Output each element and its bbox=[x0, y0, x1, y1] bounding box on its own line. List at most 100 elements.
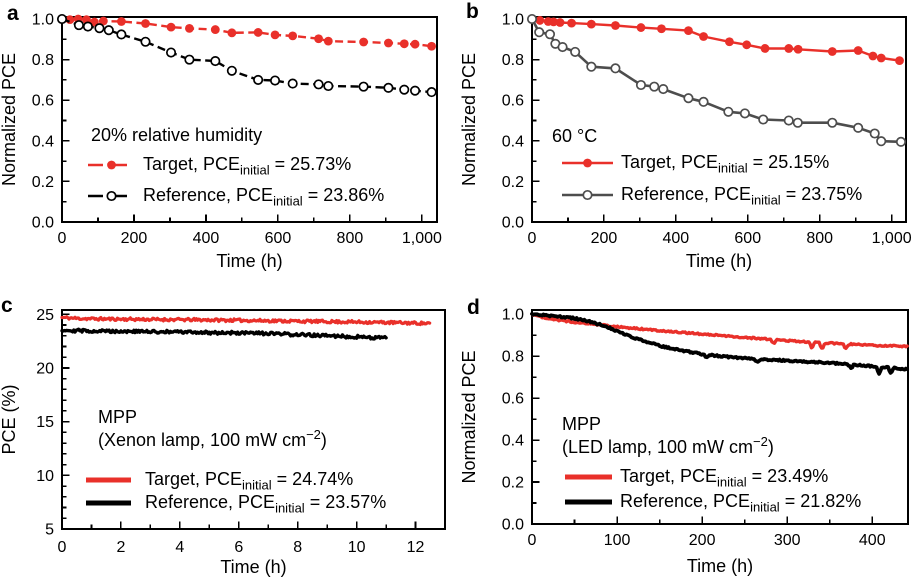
legend-label: Reference, PCEinitial = 23.86% bbox=[143, 185, 384, 209]
y-tick-label: 25 bbox=[36, 307, 54, 324]
condition-annotation-line: 60 °C bbox=[552, 126, 597, 146]
tick-labels: 0 200 400 600 800 1,000 0.0 0.2 0.4 0.6 0.8 1.0 bbox=[32, 12, 442, 247]
x-tick-label: 0 bbox=[528, 230, 537, 247]
y-tick-label: 0.8 bbox=[502, 349, 524, 366]
y-tick-label: 0.8 bbox=[502, 52, 524, 69]
x-tick-label: 2 bbox=[116, 539, 125, 556]
x-tick-label: 0 bbox=[528, 532, 537, 549]
y-tick-label: 5 bbox=[45, 522, 54, 539]
y-tick-label: 1.0 bbox=[502, 307, 524, 324]
x-axis-label: Time (h) bbox=[687, 556, 753, 576]
condition-annotation-line: MPP bbox=[98, 407, 137, 427]
y-tick-label: 0.6 bbox=[502, 93, 524, 110]
legend: Target, PCEinitial = 25.15% Reference, PC… bbox=[562, 152, 862, 208]
legend-marker-sample bbox=[583, 158, 592, 168]
panel-b-label: b bbox=[466, 0, 479, 23]
x-tick-label: 600 bbox=[734, 230, 761, 247]
series-reference-line bbox=[530, 311, 910, 376]
series-target-markers bbox=[57, 14, 437, 51]
legend-entry-target: Target, PCEinitial = 23.49% bbox=[565, 466, 828, 490]
x-axis-label: Time (h) bbox=[216, 251, 282, 271]
x-tick-label: 200 bbox=[121, 230, 148, 247]
x-tick-label: 0 bbox=[58, 539, 67, 556]
legend-entry-reference: Reference, PCEinitial = 23.57% bbox=[86, 492, 386, 516]
condition-annotation-line: 20% relative humidity bbox=[91, 125, 262, 145]
condition-annotation-line: (Xenon lamp, 100 mW cm−2) bbox=[98, 427, 327, 450]
y-tick-label: 0.4 bbox=[502, 433, 524, 450]
legend: Target, PCEinitial = 24.74%Reference, PC… bbox=[86, 469, 386, 516]
tick-labels: 0 200 400 600 800 1,000 0.0 0.2 0.4 0.6 0.8 1.0 bbox=[502, 12, 912, 247]
legend: Target, PCEinitial = 25.73% Reference, PC… bbox=[88, 154, 384, 209]
legend-entry-reference: Reference, PCEinitial = 21.82% bbox=[565, 491, 861, 515]
y-tick-label: 0.0 bbox=[32, 215, 54, 232]
y-tick-label: 0.8 bbox=[32, 52, 54, 69]
panel-a-label: a bbox=[7, 2, 19, 25]
series-reference-line bbox=[60, 327, 388, 341]
series-target bbox=[57, 14, 437, 51]
x-axis-label: Time (h) bbox=[686, 251, 752, 271]
x-tick-label: 1,000 bbox=[872, 230, 912, 247]
series-reference bbox=[56, 13, 437, 98]
condition-annotation: 60 °C bbox=[552, 126, 597, 146]
y-tick-label: 0.2 bbox=[32, 174, 54, 191]
tick-labels: 0 2 4 6 8 10 12 5 10 15 20 25 bbox=[36, 307, 424, 556]
series-reference-line bbox=[530, 18, 902, 144]
plot-box bbox=[531, 309, 909, 525]
panel-d: d 0 100 200 300 400 0.0 0.2 0.4 0.6 0.8 1.0 Time (h… bbox=[457, 290, 914, 588]
ticks bbox=[61, 313, 417, 530]
x-tick-label: 200 bbox=[689, 532, 716, 549]
x-tick-label: 100 bbox=[604, 532, 631, 549]
y-tick-label: 0.6 bbox=[502, 391, 524, 408]
axes bbox=[531, 309, 909, 525]
series-reference bbox=[530, 311, 910, 376]
legend-entry-reference: Reference, PCEinitial = 23.75% bbox=[562, 184, 862, 208]
legend-label: Reference, PCEinitial = 23.75% bbox=[621, 184, 862, 208]
x-axis-label: Time (h) bbox=[220, 557, 286, 577]
x-tick-label: 400 bbox=[662, 230, 689, 247]
x-tick-label: 800 bbox=[806, 230, 833, 247]
panel-b-chart: 0 200 400 600 800 1,000 0.0 0.2 0.4 0.6 0.8 1.0 Time… bbox=[459, 12, 912, 271]
legend-marker-sample bbox=[106, 190, 117, 202]
x-tick-label: 10 bbox=[348, 539, 366, 556]
legend-label: Reference, PCEinitial = 23.57% bbox=[145, 492, 386, 516]
condition-annotation: MPP(Xenon lamp, 100 mW cm−2) bbox=[98, 407, 327, 450]
condition-annotation-line: (LED lamp, 100 mW cm−2) bbox=[562, 434, 774, 457]
y-tick-label: 0.6 bbox=[32, 93, 54, 110]
panel-a: a 0 200 400 600 800 1,000 0.0 0.2 0.4 0.6 0.8 1.0 Ti… bbox=[0, 0, 457, 290]
x-tick-label: 300 bbox=[774, 532, 801, 549]
y-tick-label: 20 bbox=[36, 360, 54, 377]
axes bbox=[531, 16, 907, 223]
axes bbox=[61, 309, 446, 530]
y-tick-label: 0.0 bbox=[502, 517, 524, 534]
axes bbox=[61, 16, 438, 223]
plot-box bbox=[531, 16, 907, 223]
panel-d-chart: 0 100 200 300 400 0.0 0.2 0.4 0.6 0.8 1.0 Time (h) N… bbox=[459, 307, 910, 576]
x-tick-label: 600 bbox=[265, 230, 292, 247]
legend-marker-sample bbox=[107, 160, 116, 170]
panel-a-chart: 0 200 400 600 800 1,000 0.0 0.2 0.4 0.6 0.8 1.0 Time… bbox=[0, 12, 442, 271]
y-tick-label: 0.2 bbox=[502, 475, 524, 492]
legend-marker-sample bbox=[582, 189, 593, 201]
plot-box bbox=[61, 16, 438, 223]
y-axis-label: PCE (%) bbox=[0, 384, 19, 454]
series-target bbox=[527, 14, 904, 66]
x-tick-label: 1,000 bbox=[402, 230, 442, 247]
y-tick-label: 0.2 bbox=[502, 174, 524, 191]
x-tick-label: 200 bbox=[591, 230, 618, 247]
legend-entry-target: Target, PCEinitial = 25.73% bbox=[88, 154, 351, 178]
plot-box bbox=[61, 309, 446, 530]
x-tick-label: 400 bbox=[859, 532, 886, 549]
panel-c: c 0 2 4 6 8 10 12 5 10 15 20 25 Time (h) PCE (%) MPP (X… bbox=[0, 290, 457, 588]
y-axis-label: Normalized PCE bbox=[459, 350, 479, 483]
x-tick-label: 800 bbox=[337, 230, 364, 247]
x-tick-label: 0 bbox=[58, 230, 67, 247]
panel-d-label: d bbox=[467, 296, 480, 319]
condition-annotation: MPP(LED lamp, 100 mW cm−2) bbox=[562, 414, 774, 457]
legend-label: Reference, PCEinitial = 21.82% bbox=[620, 491, 861, 515]
y-tick-label: 0.4 bbox=[502, 133, 524, 150]
y-tick-label: 0.0 bbox=[502, 215, 524, 232]
legend-label: Target, PCEinitial = 24.74% bbox=[145, 469, 353, 493]
legend-label: Target, PCEinitial = 23.49% bbox=[620, 466, 828, 490]
panel-c-label: c bbox=[1, 294, 13, 317]
